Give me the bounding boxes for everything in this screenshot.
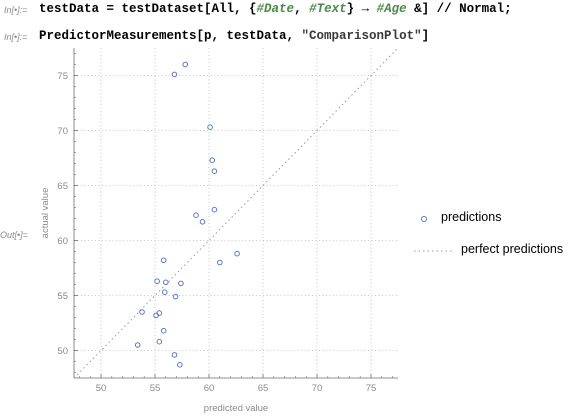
legend-item-perfect-predictions: perfect predictions [461,242,563,256]
tick-labels: 50 55 60 65 70 75 50 55 60 65 70 75 [57,71,376,394]
x-tick-label: 60 [204,383,215,394]
code-token: ] [421,29,430,43]
x-tick-label: 75 [366,383,377,394]
prediction-point [161,289,168,296]
prediction-point [193,212,199,218]
prediction-point [211,206,218,213]
legend-item-predictions: predictions [441,210,501,224]
input-cell-2-code[interactable]: PredictorMeasurements[p, testData, "Comp… [39,29,429,43]
prediction-point [139,309,145,315]
prediction-point [134,342,141,348]
x-axis-label: predicted value [204,403,268,414]
output-cell-label: Out[•]= [0,230,28,240]
prediction-point [156,338,163,345]
y-axis-label: actual value [40,188,51,239]
prediction-point [160,327,167,334]
input-cell-label: In[•]:= [4,32,28,42]
legend-label-perfect-predictions: perfect predictions [461,242,564,256]
prediction-point [171,352,178,358]
legend-label-predictions: predictions [441,210,502,224]
y-tick-label: 60 [57,236,68,247]
prediction-point [163,279,169,286]
input-cell-1-code[interactable]: testData = testDataset[All, {#Date, #Tex… [39,2,512,16]
perfect-prediction-diagonal [73,47,399,379]
x-tick-label: 65 [258,383,269,394]
code-token: #Text [309,2,347,16]
prediction-point [207,124,213,130]
x-tick-label: 55 [150,383,161,394]
prediction-point [199,219,206,225]
plot-axes [73,48,398,379]
code-token: , [294,2,310,16]
y-tick-label: 70 [57,126,68,137]
prediction-point [178,280,184,287]
prediction-point [171,71,178,78]
code-token: &] // Normal; [406,2,512,16]
y-tick-label: 50 [57,346,68,357]
prediction-point [211,168,218,174]
prediction-point [182,61,189,68]
prediction-point [172,293,179,300]
prediction-point [154,278,160,285]
code-token: PredictorMeasurements[p, testData, [39,29,302,43]
prediction-point [209,157,216,163]
code-token: } → [346,2,377,16]
code-token: "ComparisonPlot" [301,29,422,43]
grid-lines [74,48,398,378]
prediction-point [217,259,223,266]
x-tick-label: 70 [312,383,323,394]
prediction-point [153,312,159,319]
y-tick-label: 75 [57,71,68,82]
prediction-point [160,257,167,264]
code-token: #Age [376,2,407,16]
prediction-point [234,250,240,257]
legend-point-marker [421,216,427,222]
x-tick-label: 50 [96,383,107,394]
code-token: #Date [256,2,295,16]
perfect-predictions-line [73,47,399,379]
code-token: testData = testDataset[All, { [39,2,257,16]
y-tick-label: 55 [57,291,68,302]
prediction-point [177,362,183,368]
prediction-points [134,61,240,368]
input-cell-label: In[•]:= [4,5,28,15]
y-tick-label: 65 [57,181,68,192]
